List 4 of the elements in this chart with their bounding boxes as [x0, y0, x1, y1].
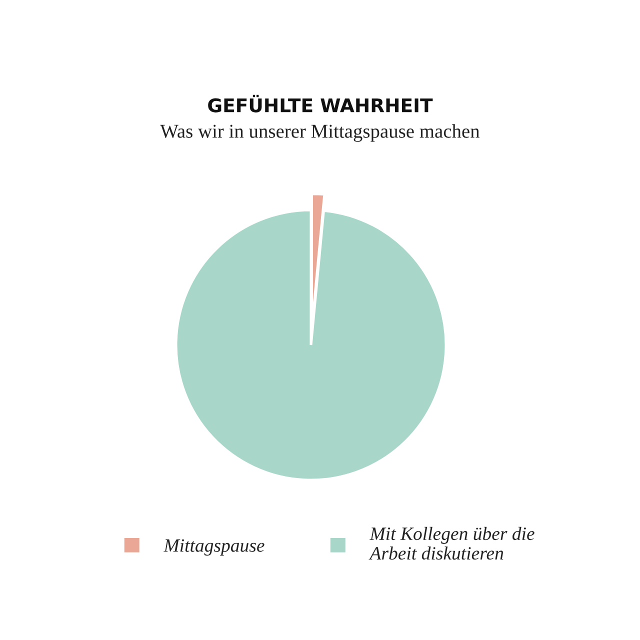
legend-label: Mittagspause — [164, 539, 264, 556]
chart-title: GEFÜHLTE WAHRHEIT — [208, 94, 433, 112]
chart-subtitle: Was wir in unserer Mittagspause machen — [160, 124, 480, 142]
legend-label: Mit Kollegen über die Arbeit diskutieren — [368, 526, 534, 560]
